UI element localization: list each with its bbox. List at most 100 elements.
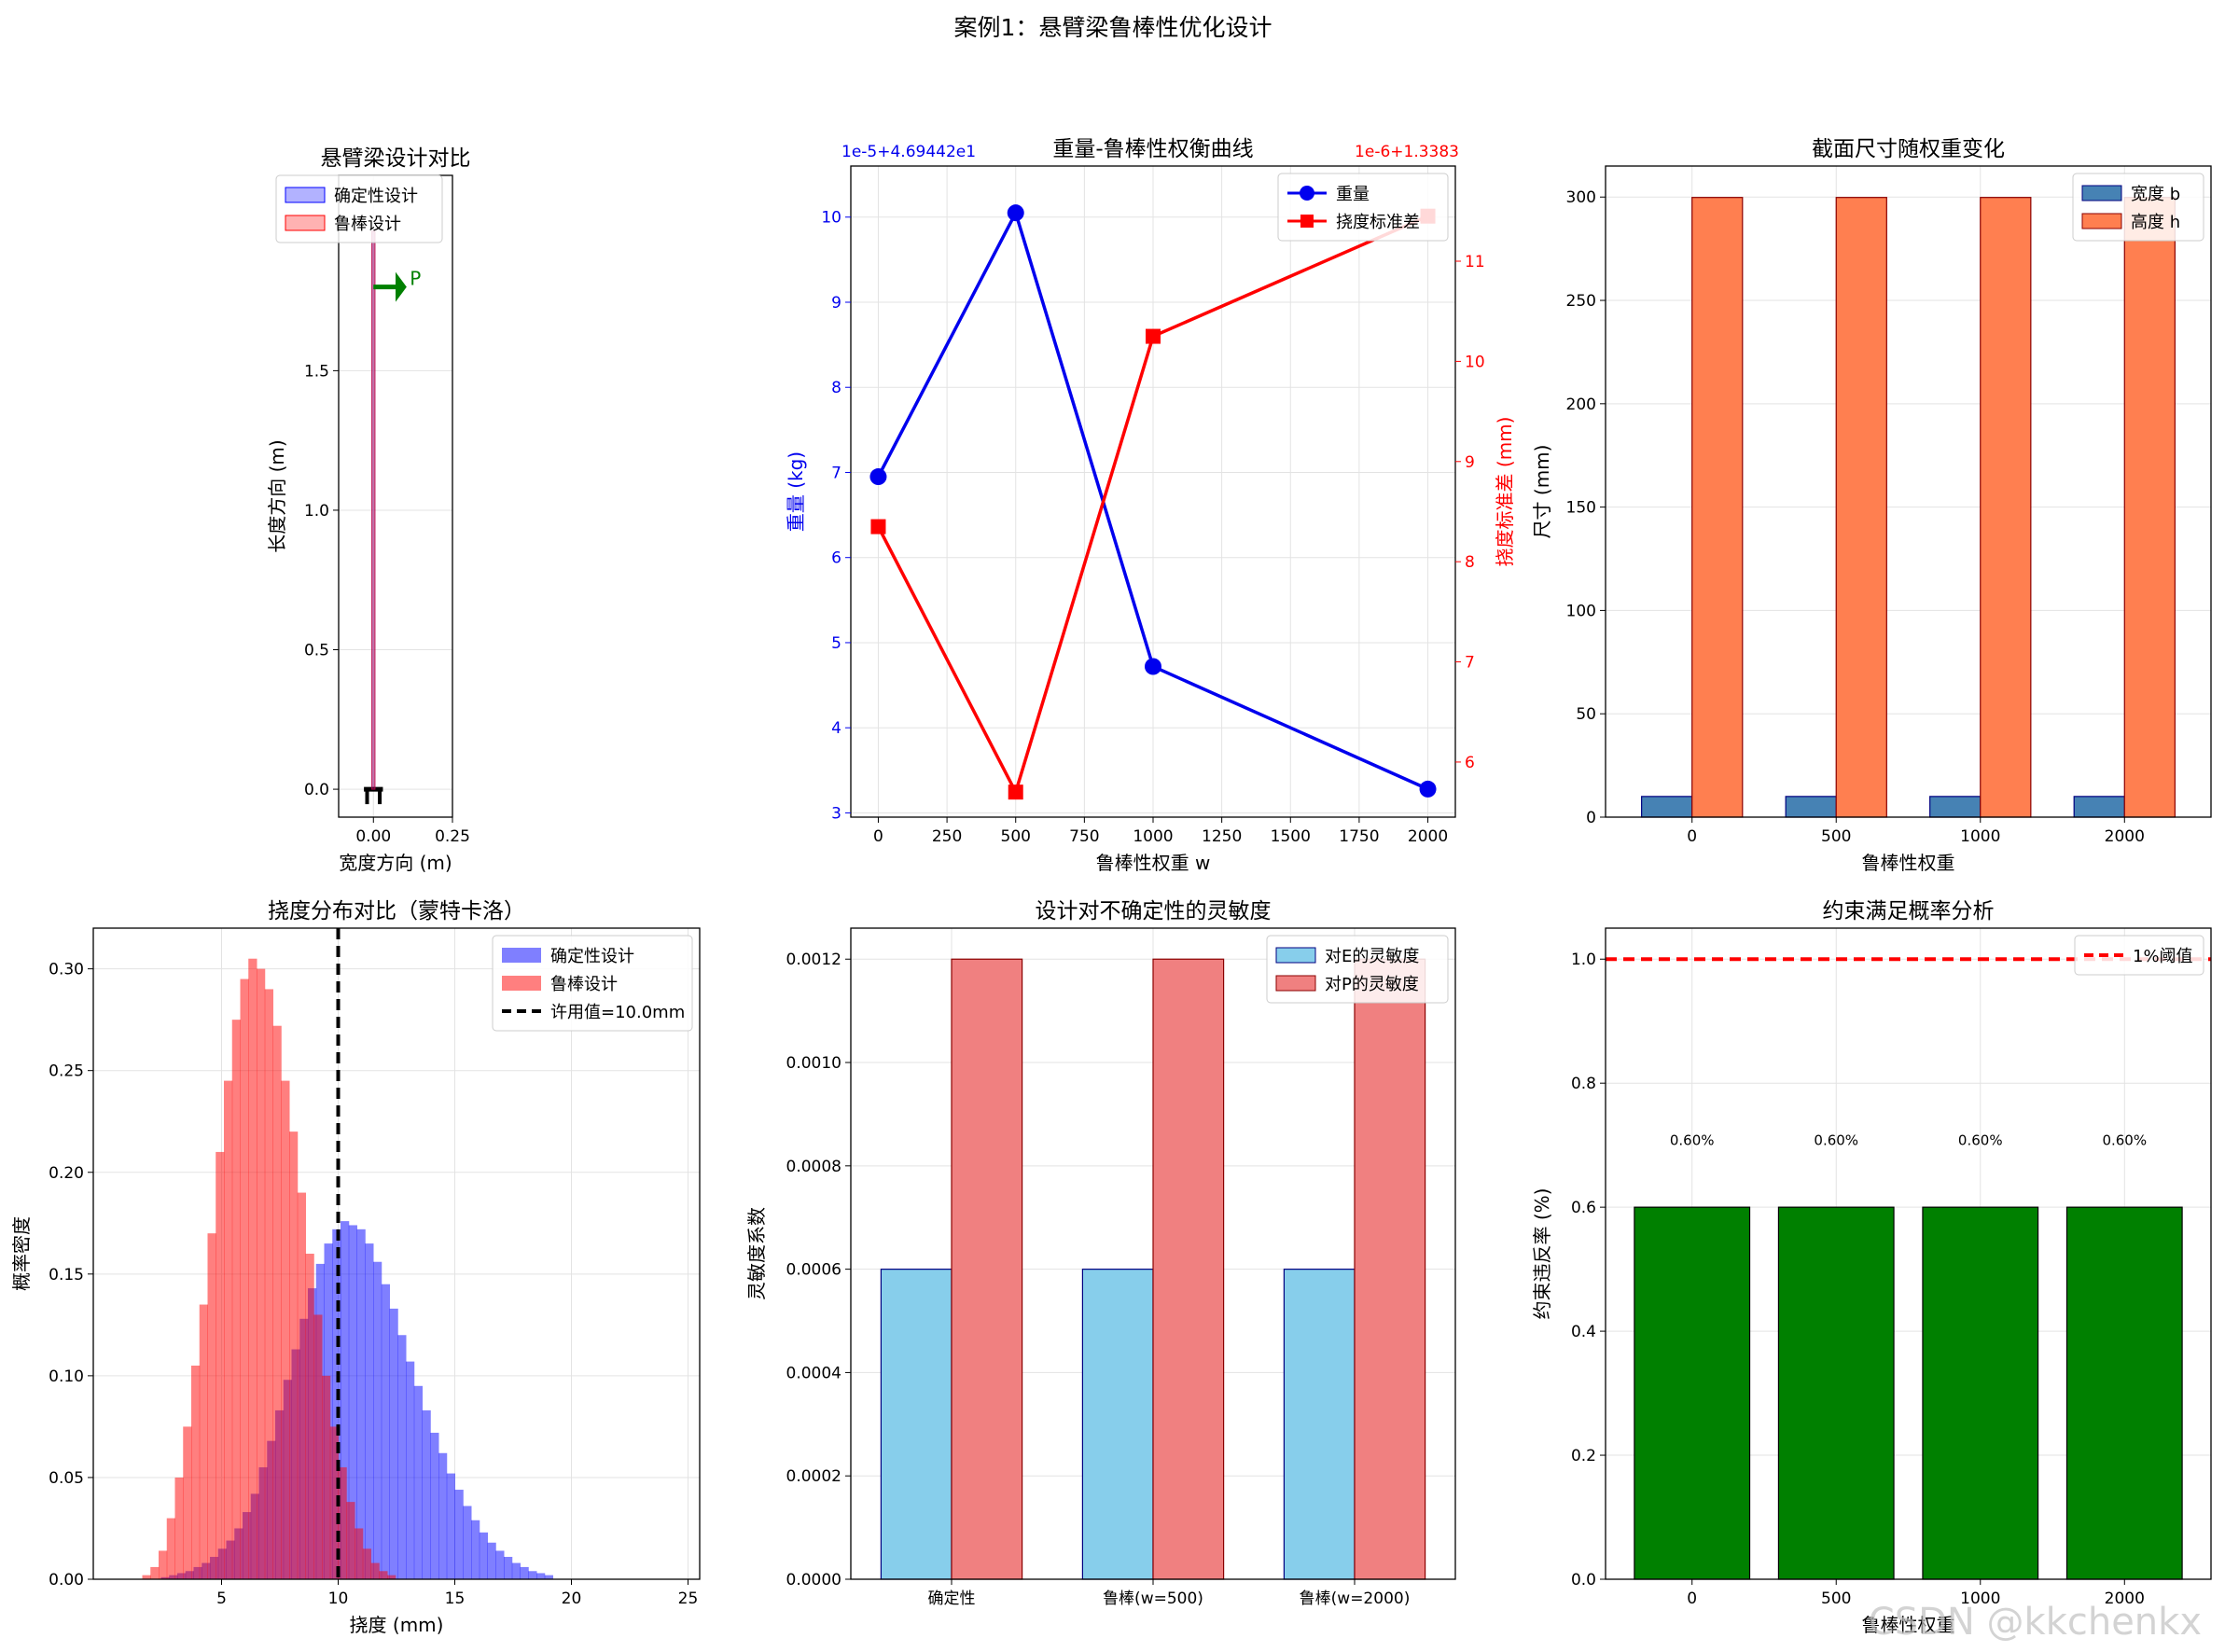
hist-bin-robust <box>159 1550 168 1579</box>
tradeoff-ytick-label: 7 <box>831 464 841 482</box>
tradeoff-line-right <box>876 215 1429 797</box>
sensitivity-ytick-label: 0.0006 <box>786 1261 841 1280</box>
sensitivity-ytick-label: 0.0002 <box>786 1467 841 1486</box>
hist-legend-swatch <box>502 976 541 991</box>
section-bar-width <box>2073 796 2125 818</box>
beam-ytick-label: 1.0 <box>304 502 329 521</box>
hist-bin-robust <box>297 1192 306 1579</box>
hist-bin-deterministic <box>397 1335 407 1579</box>
hist-bin-robust <box>216 1151 225 1579</box>
section-bar-width <box>1785 796 1837 818</box>
hist-xlabel: 挠度 (mm) <box>350 1614 444 1636</box>
sensitivity-xtick-label: 鲁棒(w=2000) <box>1300 1590 1411 1608</box>
tradeoff-xtick-label: 750 <box>1069 827 1099 846</box>
beam-xtick-label: 0.00 <box>355 827 391 846</box>
section-bar-height <box>1980 197 2032 818</box>
figure-suptitle: 案例1：悬臂梁鲁棒性优化设计 <box>954 14 1272 41</box>
section-bar-width <box>1929 796 1982 818</box>
section-bar-height <box>2123 197 2176 818</box>
constraint-ytick-label: 0.6 <box>1571 1199 1596 1217</box>
section-ytick-label: 150 <box>1566 499 1596 518</box>
hist-bin-robust <box>387 1575 396 1579</box>
hist-bin-robust <box>272 1025 282 1579</box>
hist-xtick-label: 25 <box>678 1590 699 1608</box>
tradeoff-ytick-label: 7 <box>1465 654 1475 673</box>
constraint-legend-box <box>2074 935 2204 976</box>
hist-bin-deterministic <box>487 1542 496 1579</box>
hist-bin-robust <box>379 1571 388 1579</box>
hist-bin-deterministic <box>438 1452 448 1579</box>
tradeoff-point <box>1008 784 1023 800</box>
hist-bin-robust <box>174 1477 184 1579</box>
hist-bin-robust <box>329 1426 339 1579</box>
hist-bin-robust <box>207 1233 216 1579</box>
tradeoff-ytick-label: 11 <box>1465 253 1485 271</box>
tradeoff-legend-marker <box>1300 215 1314 228</box>
tradeoff-ylabel-right: 挠度标准差 (mm) <box>1494 417 1516 567</box>
tradeoff-point <box>870 519 886 534</box>
sensitivity-bar-E <box>880 1269 953 1580</box>
hist-bin-deterministic <box>528 1571 537 1579</box>
beam-ytick-label: 0.5 <box>304 642 329 660</box>
tradeoff-offset-left: 1e-5+4.69442e1 <box>841 143 976 161</box>
constraint-data-label: 0.60% <box>1958 1132 2003 1149</box>
hist-bin-deterministic <box>373 1261 382 1579</box>
hist-legend-swatch <box>502 948 541 963</box>
sensitivity-ylabel: 灵敏度系数 <box>745 1207 768 1300</box>
sensitivity-legend-label: 对P的灵敏度 <box>1325 975 1419 994</box>
hist-ytick-label: 0.05 <box>49 1469 84 1488</box>
hist-bin-deterministic <box>520 1566 529 1579</box>
section-xtick-label: 2000 <box>2105 827 2145 846</box>
hist-bin-robust <box>199 1304 208 1579</box>
tradeoff-point <box>869 468 887 486</box>
constraint-data-label: 0.60% <box>1670 1132 1715 1149</box>
section-legend-label: 高度 h <box>2131 213 2180 232</box>
hist-legend-label: 确定性设计 <box>550 947 634 966</box>
tradeoff-point <box>1146 328 1161 344</box>
section-ylabel: 尺寸 (mm) <box>1531 445 1553 539</box>
tradeoff-legend-box <box>1277 173 1449 242</box>
constraint-frame <box>1605 927 2212 1580</box>
hist-bin-deterministic <box>381 1284 390 1579</box>
hist-bin-deterministic <box>430 1432 439 1579</box>
hist-bin-robust <box>322 1375 331 1579</box>
section-title: 截面尺寸随权重变化 <box>1812 137 2005 161</box>
hist-bin-deterministic <box>446 1473 455 1579</box>
section-legend-label: 宽度 b <box>2131 185 2180 204</box>
hist-bin-robust <box>370 1562 380 1579</box>
tradeoff-ytick-label: 6 <box>831 549 841 568</box>
hist-bin-deterministic <box>406 1361 415 1579</box>
beam-robust <box>371 230 376 790</box>
tradeoff-point <box>1007 204 1024 222</box>
tradeoff-ytick-label: 10 <box>1465 353 1485 371</box>
hist-bin-robust <box>338 1467 347 1579</box>
tradeoff-point <box>1419 780 1437 798</box>
tradeoff-ylabel-left: 重量 (kg) <box>785 451 807 532</box>
hist-ytick-label: 0.30 <box>49 961 84 979</box>
tradeoff-xlabel: 鲁棒性权重 w <box>1096 852 1211 874</box>
sensitivity-legend-label: 对E的灵敏度 <box>1325 947 1419 966</box>
hist-bin-robust <box>264 989 273 1579</box>
sensitivity-ytick-label: 0.0008 <box>786 1158 841 1176</box>
hist-bin-robust <box>289 1131 299 1579</box>
hist-title: 挠度分布对比（蒙特卡洛） <box>268 899 525 923</box>
hist-ytick-label: 0.20 <box>49 1164 84 1183</box>
sensitivity-xtick-label: 鲁棒(w=500) <box>1103 1590 1203 1608</box>
beam-xtick-label: 0.25 <box>435 827 470 846</box>
beam-frame <box>338 174 453 818</box>
constraint-ytick-label: 0.2 <box>1571 1447 1596 1465</box>
hist-bin-deterministic <box>544 1575 553 1579</box>
hist-bin-deterministic <box>413 1385 423 1579</box>
sensitivity-ytick-label: 0.0010 <box>786 1054 841 1073</box>
section-bar-width <box>1641 796 1693 818</box>
hist-bin-robust <box>248 958 257 1579</box>
hist-bin-robust <box>257 968 266 1579</box>
sensitivity-title: 设计对不确定性的灵敏度 <box>1036 899 1272 923</box>
tradeoff-xtick-label: 0 <box>873 827 883 846</box>
tradeoff-xtick-label: 2000 <box>1408 827 1448 846</box>
constraint-data-label: 0.60% <box>2102 1132 2147 1149</box>
constraint-xtick-label: 1000 <box>1960 1590 2000 1608</box>
constraint-xlabel: 鲁棒性权重 <box>1862 1614 1955 1636</box>
section-xtick-label: 0 <box>1687 827 1697 846</box>
